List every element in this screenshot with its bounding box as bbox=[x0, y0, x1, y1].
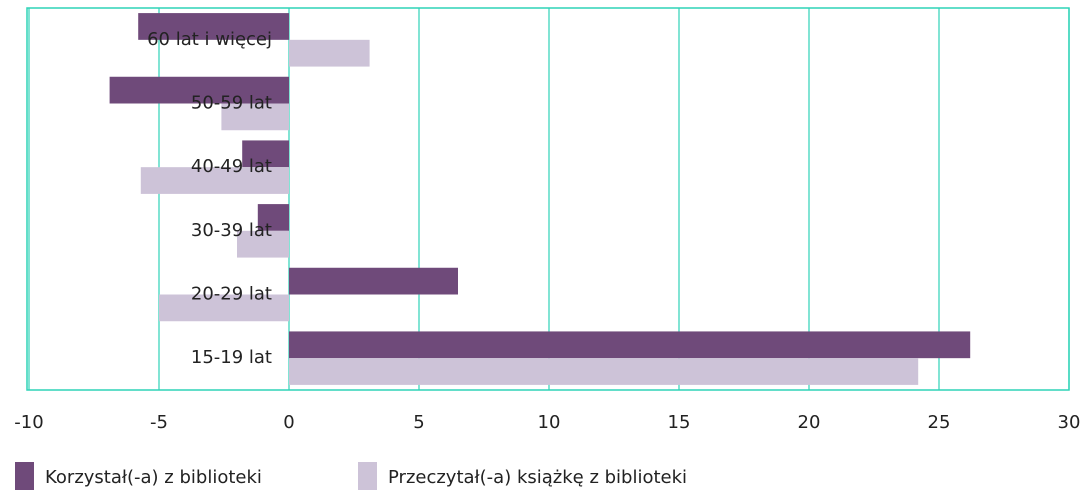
bar bbox=[159, 294, 289, 322]
category-label: 50-59 lat bbox=[191, 93, 272, 114]
bar bbox=[242, 140, 289, 168]
x-tick-label: 25 bbox=[928, 412, 951, 433]
category-label: 15-19 lat bbox=[191, 347, 272, 368]
legend-label: Przeczytał(-a) książkę z biblioteki bbox=[388, 467, 687, 488]
bar bbox=[289, 39, 370, 67]
bar bbox=[257, 204, 289, 231]
bar bbox=[237, 230, 289, 258]
bar bbox=[140, 167, 289, 194]
bar bbox=[221, 103, 289, 131]
legend-label: Korzystał(-a) z biblioteki bbox=[45, 467, 262, 488]
bar bbox=[289, 267, 458, 295]
category-label: 60 lat i więcej bbox=[147, 29, 272, 50]
x-tick-label: 0 bbox=[283, 412, 294, 433]
legend-swatch bbox=[15, 462, 34, 490]
bar bbox=[289, 358, 919, 385]
plot-border bbox=[26, 7, 1070, 391]
x-tick-label: -5 bbox=[150, 412, 168, 433]
x-tick-label: 5 bbox=[413, 412, 424, 433]
category-label: 40-49 lat bbox=[191, 156, 272, 177]
x-tick-label: 20 bbox=[798, 412, 821, 433]
bar bbox=[138, 13, 289, 40]
x-tick-label: -10 bbox=[14, 412, 43, 433]
bar bbox=[289, 331, 971, 359]
x-tick-label: 10 bbox=[538, 412, 561, 433]
x-tick-label: 15 bbox=[668, 412, 691, 433]
category-label: 30-39 lat bbox=[191, 220, 272, 241]
legend-swatch bbox=[358, 462, 377, 490]
bar bbox=[109, 76, 289, 104]
category-label: 20-29 lat bbox=[191, 284, 272, 305]
x-tick-label: 30 bbox=[1058, 412, 1081, 433]
